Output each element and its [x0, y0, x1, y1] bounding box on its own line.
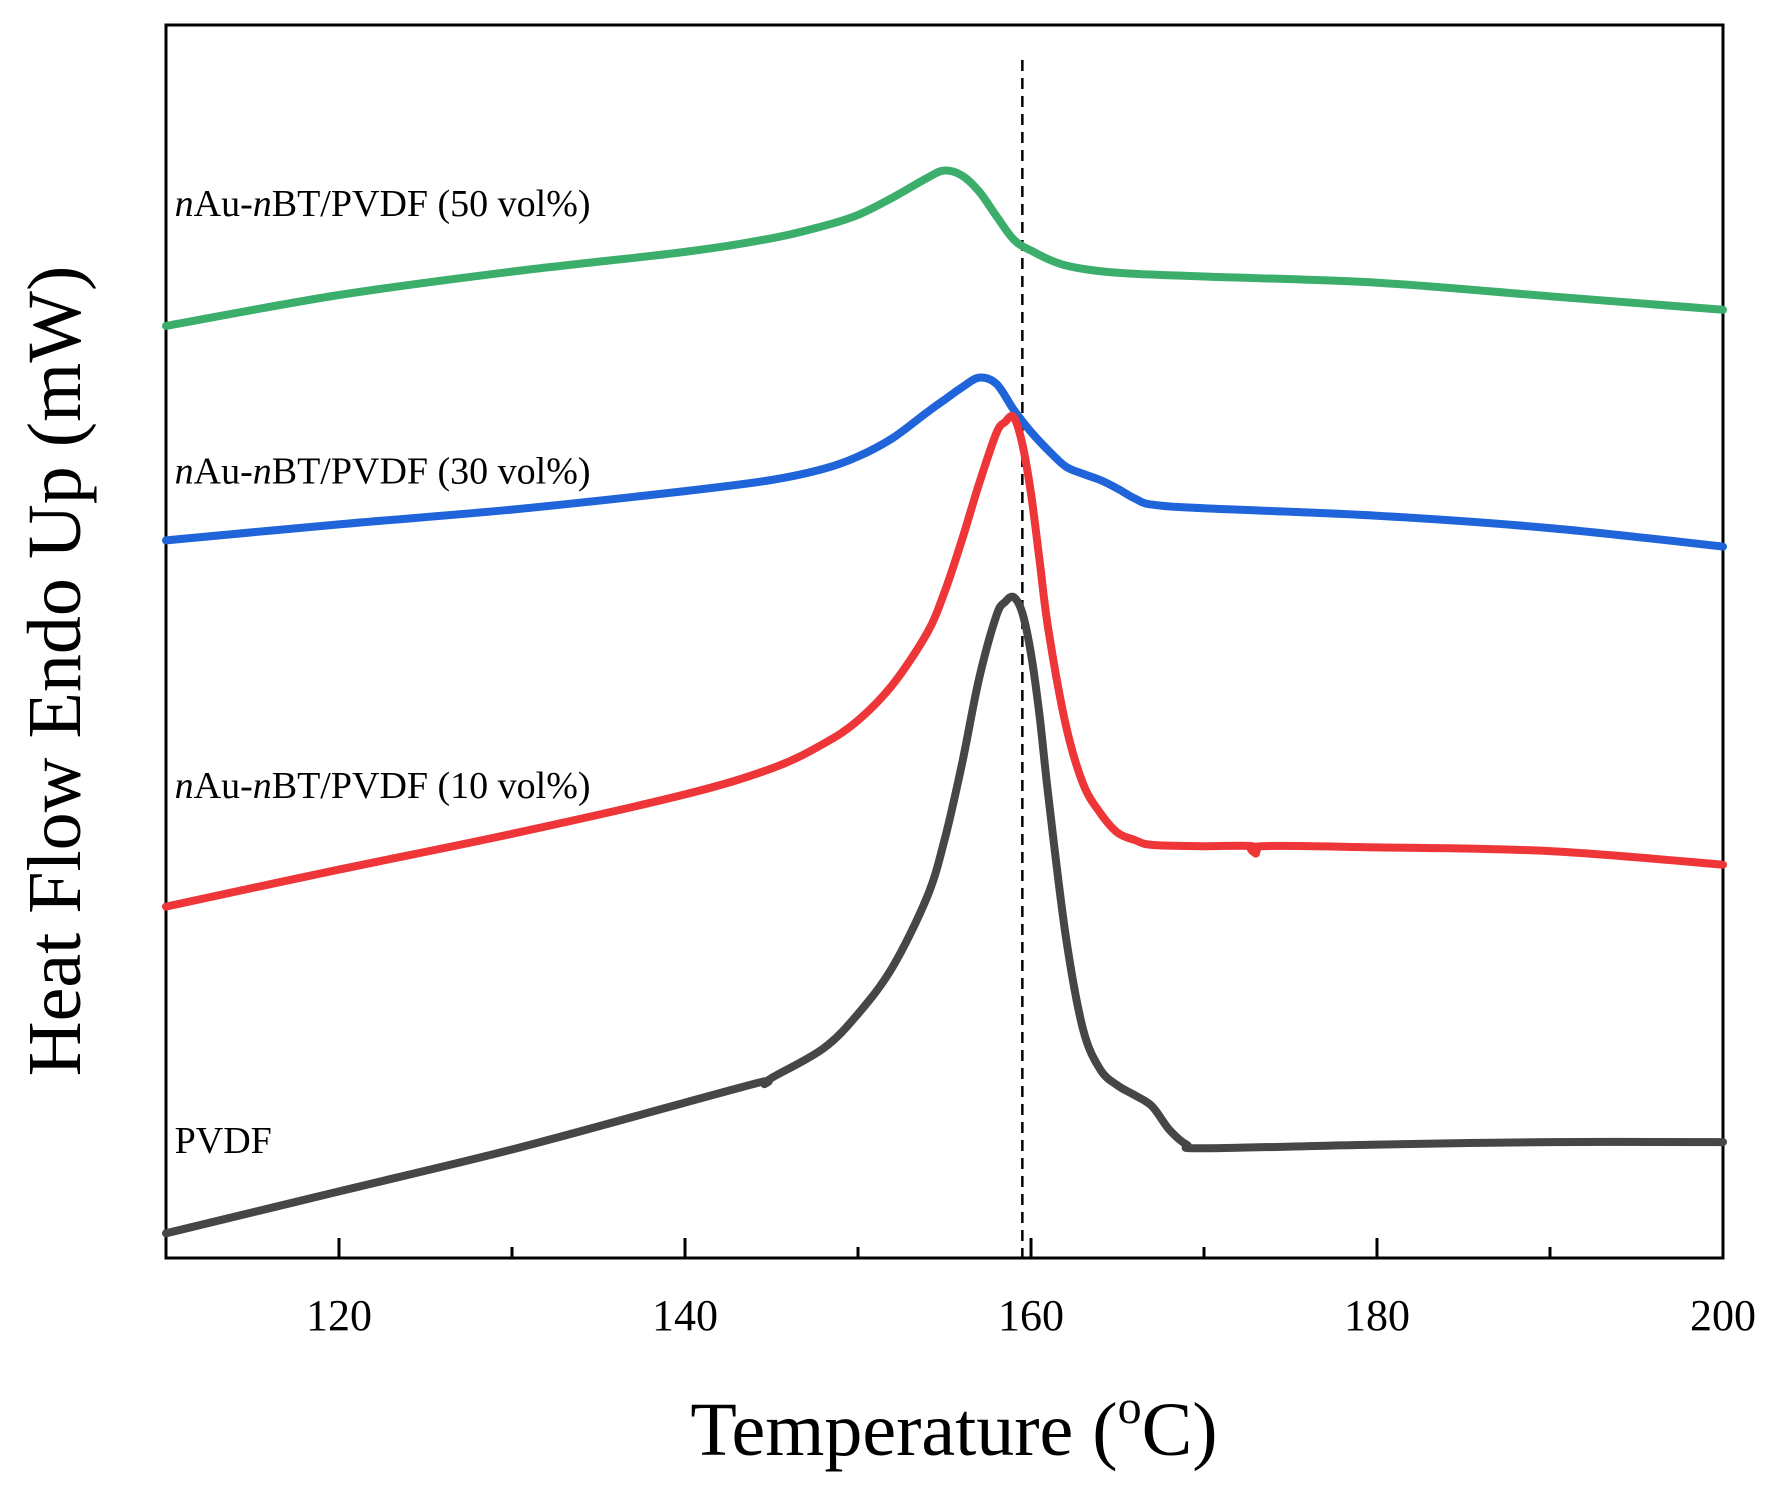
y-axis-title: Heat Flow Endo Up (mW)	[13, 266, 97, 1077]
series-layer	[162, 166, 1727, 1238]
x-tick-label-4: 200	[1690, 1291, 1756, 1340]
series-line-0	[162, 166, 1727, 330]
series-labels: nAu-nBT/PVDF (50 vol%) nAu-nBT/PVDF (30 v…	[175, 183, 591, 1162]
series-label-0: nAu-nBT/PVDF (50 vol%)	[175, 183, 591, 225]
x-tick-label-3: 180	[1344, 1291, 1410, 1340]
series-line-3	[162, 592, 1727, 1238]
x-tick-label-2: 160	[998, 1291, 1064, 1340]
series-line-1	[162, 373, 1727, 551]
series-label-1: nAu-nBT/PVDF (30 vol%)	[175, 451, 591, 493]
series-label-3: PVDF	[175, 1120, 272, 1162]
plot-area	[164, 23, 1725, 1260]
x-axis-title: Temperature (oC)	[690, 1381, 1217, 1472]
plot-frame	[164, 23, 1725, 1260]
x-axis-ticks: 120 140 160 180 200	[306, 1238, 1756, 1340]
x-tick-label-1: 140	[652, 1291, 718, 1340]
x-tick-label-0: 120	[306, 1291, 372, 1340]
series-label-2: nAu-nBT/PVDF (10 vol%)	[175, 765, 591, 807]
series-line-2	[162, 412, 1727, 911]
